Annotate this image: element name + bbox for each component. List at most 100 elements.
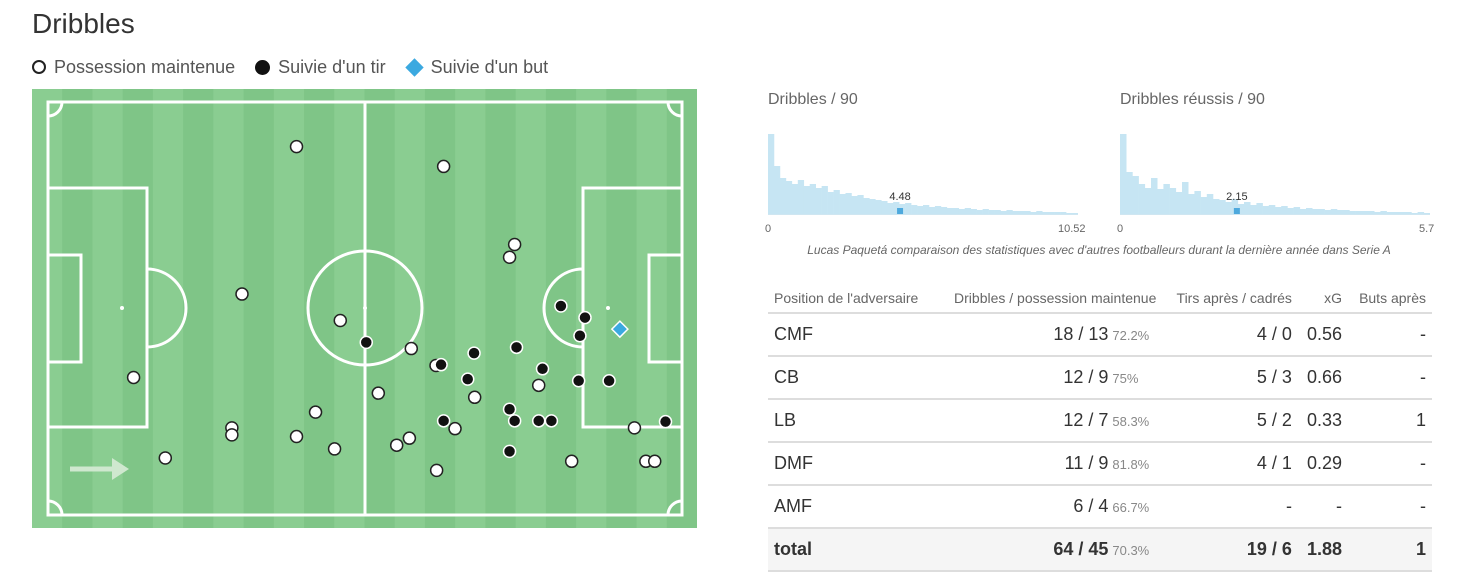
shot-dribble-marker bbox=[359, 335, 374, 350]
dribbles-value: 11 / 9 bbox=[1064, 453, 1109, 473]
histogram-bar bbox=[1299, 209, 1307, 214]
table-row: CMF 18 / 13 72.2% 4 / 0 0.56 - bbox=[768, 313, 1432, 357]
table-header-row: Position de l'adversaire Dribbles / poss… bbox=[768, 284, 1432, 314]
histogram-bar bbox=[923, 205, 930, 214]
histogram-bar bbox=[1157, 189, 1164, 214]
hist2-min: 0 bbox=[1117, 223, 1124, 235]
legend-possession-label: Possession maintenue bbox=[54, 56, 236, 77]
possession-dribble-marker bbox=[333, 313, 348, 328]
cell-shots: 5 / 2 bbox=[1162, 399, 1298, 443]
histogram-bar bbox=[857, 195, 864, 214]
histogram-bar bbox=[1386, 212, 1394, 214]
histogram-bar bbox=[1293, 207, 1301, 214]
legend-goal-label: Suivie d'un but bbox=[430, 56, 549, 77]
histogram-bar bbox=[1374, 212, 1381, 214]
histogram-bar bbox=[845, 193, 852, 214]
hist2-title: Dribbles réussis / 90 bbox=[1120, 91, 1265, 108]
histogram-bar bbox=[1324, 210, 1332, 214]
cell-position: DMF bbox=[768, 442, 935, 486]
histogram-bar bbox=[869, 199, 876, 214]
pitch-stripe bbox=[183, 89, 214, 528]
cell-position: CB bbox=[768, 356, 935, 400]
histogram-bar bbox=[1275, 207, 1282, 214]
corner-arc-tl bbox=[47, 101, 64, 118]
pitch-stripe bbox=[62, 89, 93, 528]
histogram-bar bbox=[1312, 209, 1319, 214]
cell-shots: 4 / 0 bbox=[1162, 313, 1298, 357]
table-row: CB 12 / 9 75% 5 / 3 0.66 - bbox=[768, 356, 1432, 400]
possession-dribble-marker bbox=[126, 370, 141, 385]
histogram-bar bbox=[768, 134, 775, 214]
hist1-min: 0 bbox=[765, 223, 772, 235]
histogram-bar bbox=[1399, 212, 1406, 214]
histogram-bar bbox=[851, 196, 858, 214]
legend-possession: Possession maintenue bbox=[32, 57, 235, 78]
header-xg: xG bbox=[1297, 284, 1348, 314]
histogram-bar bbox=[1188, 194, 1195, 214]
legend-shot-label: Suivie d'un tir bbox=[278, 56, 386, 77]
pitch-stripe bbox=[455, 89, 486, 528]
histogram-bar bbox=[1163, 184, 1170, 214]
histogram-bar bbox=[1066, 213, 1073, 214]
histogram-bar bbox=[1337, 210, 1344, 214]
shot-dribble-marker bbox=[434, 357, 448, 372]
left-goal-box bbox=[46, 253, 83, 364]
histogram-bar bbox=[905, 203, 912, 214]
dribbles-pct: 58.3% bbox=[1112, 414, 1150, 429]
corner-arc-br bbox=[666, 499, 683, 516]
histogram-bar bbox=[875, 200, 882, 214]
histogram-bar bbox=[1151, 178, 1158, 214]
possession-dribble-marker bbox=[436, 159, 451, 174]
cell-position: AMF bbox=[768, 485, 935, 529]
histogram-bar bbox=[1343, 210, 1350, 214]
histogram-bar bbox=[1225, 202, 1232, 214]
histogram-bar bbox=[952, 208, 960, 214]
possession-dribble-marker bbox=[225, 428, 239, 442]
histogram-bar bbox=[1380, 211, 1387, 214]
table-total-row: total 64 / 45 70.3% 19 / 6 1.88 1 bbox=[768, 528, 1432, 572]
shot-dribble-marker bbox=[602, 374, 616, 388]
histogram-bar bbox=[982, 209, 989, 214]
shot-dribble-marker bbox=[658, 414, 673, 429]
cell-dribbles: 18 / 13 72.2% bbox=[934, 313, 1163, 357]
cell-shots: 4 / 1 bbox=[1162, 442, 1298, 486]
histogram-bar bbox=[1120, 134, 1127, 214]
pitch-stripe bbox=[485, 89, 517, 528]
possession-dribble-marker bbox=[158, 451, 173, 465]
histogram-bar bbox=[1206, 194, 1214, 214]
histogram-bar bbox=[1060, 212, 1067, 214]
diamond-icon bbox=[404, 57, 424, 77]
cell-goals: 1 bbox=[1347, 399, 1432, 443]
possession-dribble-marker bbox=[502, 250, 517, 265]
pitch-stripe bbox=[394, 89, 426, 528]
cell-xg: 0.56 bbox=[1297, 313, 1348, 357]
histogram-bar bbox=[1138, 184, 1146, 214]
possession-dribble-marker bbox=[448, 421, 462, 436]
possession-dribble-marker bbox=[402, 431, 417, 445]
histogram-bar bbox=[1287, 208, 1294, 214]
histogram-bar bbox=[1411, 213, 1418, 214]
shot-dribble-marker bbox=[554, 299, 568, 313]
histogram-bar bbox=[1405, 212, 1412, 214]
cell-dribbles: 64 / 45 70.3% bbox=[934, 528, 1163, 572]
corner-arc-bl bbox=[47, 499, 64, 516]
histogram-bar bbox=[964, 208, 971, 214]
shot-dribble-marker bbox=[509, 340, 524, 355]
histogram-bar bbox=[1306, 208, 1313, 214]
possession-dribble-marker bbox=[564, 454, 579, 469]
table-row: LB 12 / 7 58.3% 5 / 2 0.33 1 bbox=[768, 399, 1432, 443]
cell-goals: - bbox=[1347, 313, 1432, 357]
histogram-bar bbox=[1072, 213, 1078, 214]
filled-circle-icon bbox=[255, 59, 271, 75]
histogram-bar bbox=[791, 184, 799, 214]
dribbles-value: 18 / 13 bbox=[1053, 324, 1109, 344]
cell-xg: 1.88 bbox=[1297, 528, 1348, 572]
hist2-chart: 2.15 bbox=[1120, 134, 1430, 215]
right-goal-box bbox=[647, 253, 684, 364]
header-position: Position de l'adversaire bbox=[768, 284, 935, 314]
histogram-bar bbox=[1368, 211, 1375, 214]
shot-dribble-marker bbox=[460, 372, 475, 386]
histogram-bar bbox=[1250, 205, 1257, 214]
histogram-bar bbox=[1054, 212, 1061, 214]
dribbles-pct: 72.2% bbox=[1112, 328, 1150, 343]
